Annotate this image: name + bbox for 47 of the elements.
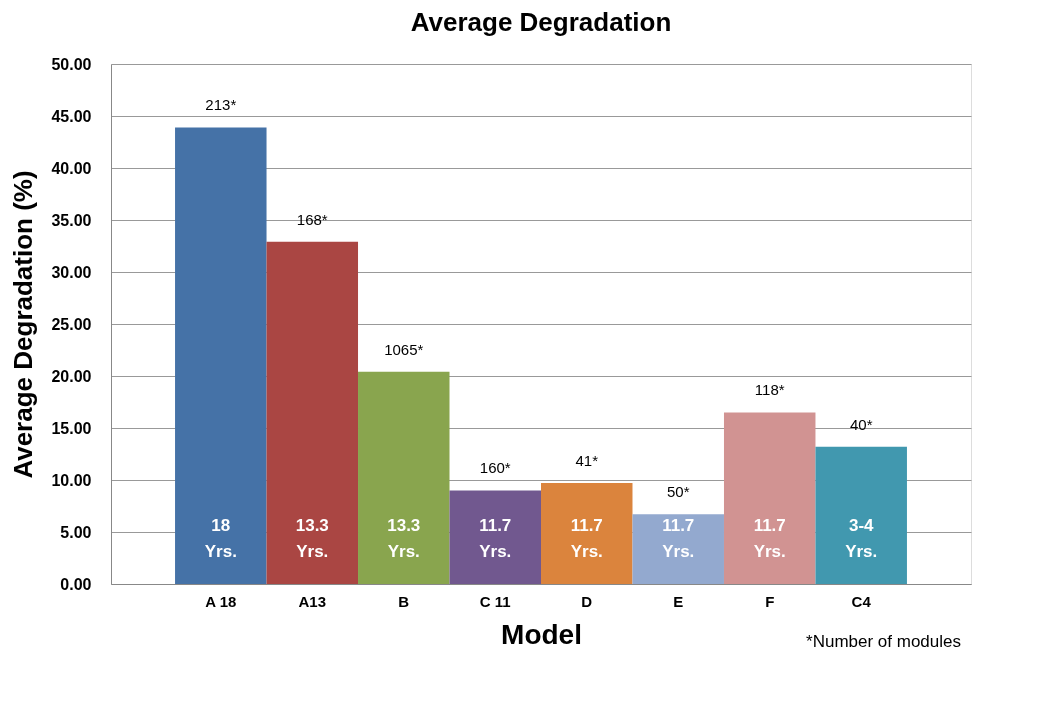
bar xyxy=(449,490,541,584)
y-tick-label: 25.00 xyxy=(51,315,92,333)
annotation: 1065* xyxy=(384,340,424,358)
annotation: 213* xyxy=(205,96,237,114)
text: *Number of modules xyxy=(806,632,961,651)
y-tick-label: 40.00 xyxy=(51,159,92,177)
x-tick-label: C 11 xyxy=(479,592,511,610)
x-axis-title: Model xyxy=(501,618,582,650)
annotation: 160* xyxy=(479,459,511,477)
annotation: 13.3 Yrs. xyxy=(295,516,329,561)
annotation: 18 Yrs. xyxy=(204,516,237,561)
annotation: 40* xyxy=(849,415,873,433)
annotation: 168* xyxy=(296,210,328,228)
y-tick-label: 45.00 xyxy=(51,107,92,125)
y-tick-label: 5.00 xyxy=(60,523,92,541)
x-tick-label: C4 xyxy=(851,592,872,610)
bar xyxy=(175,127,267,584)
y-tick-label: 50.00 xyxy=(51,55,92,73)
bar xyxy=(266,241,359,584)
annotation: 13.3 Yrs. xyxy=(387,516,421,561)
x-tick-label: D xyxy=(581,592,593,610)
annotation: 11.7 Yrs. xyxy=(753,516,786,561)
bar xyxy=(541,483,633,584)
annotation: 11.7 Yrs. xyxy=(570,516,603,561)
chart-title: Average Degradation xyxy=(410,7,672,37)
x-tick-label: B xyxy=(398,592,410,610)
bar xyxy=(358,371,450,584)
annotation: 3-4 Yrs. xyxy=(845,516,878,561)
annotation: 11.7 Yrs. xyxy=(662,516,695,561)
y-tick-label: 10.00 xyxy=(51,471,92,489)
y-tick-label: 35.00 xyxy=(51,211,92,229)
annotation: 41* xyxy=(575,452,599,470)
x-tick-label: F xyxy=(765,592,775,610)
x-tick-label: A 18 xyxy=(205,592,237,610)
x-tick-label: A13 xyxy=(298,592,327,610)
bar xyxy=(815,446,907,584)
y-tick-label: 0.00 xyxy=(60,575,92,593)
x-tick-label: E xyxy=(673,592,684,610)
bar xyxy=(723,412,816,584)
annotation: 50* xyxy=(666,483,690,501)
y-tick-label: 15.00 xyxy=(51,419,92,437)
y-axis-title: Average Degradation (%) xyxy=(8,170,39,479)
y-tick-label: 30.00 xyxy=(51,263,92,281)
annotation: 118* xyxy=(754,381,785,399)
y-tick-label: 20.00 xyxy=(51,367,92,385)
bar xyxy=(632,514,724,584)
annotation: 11.7 Yrs. xyxy=(479,516,512,561)
